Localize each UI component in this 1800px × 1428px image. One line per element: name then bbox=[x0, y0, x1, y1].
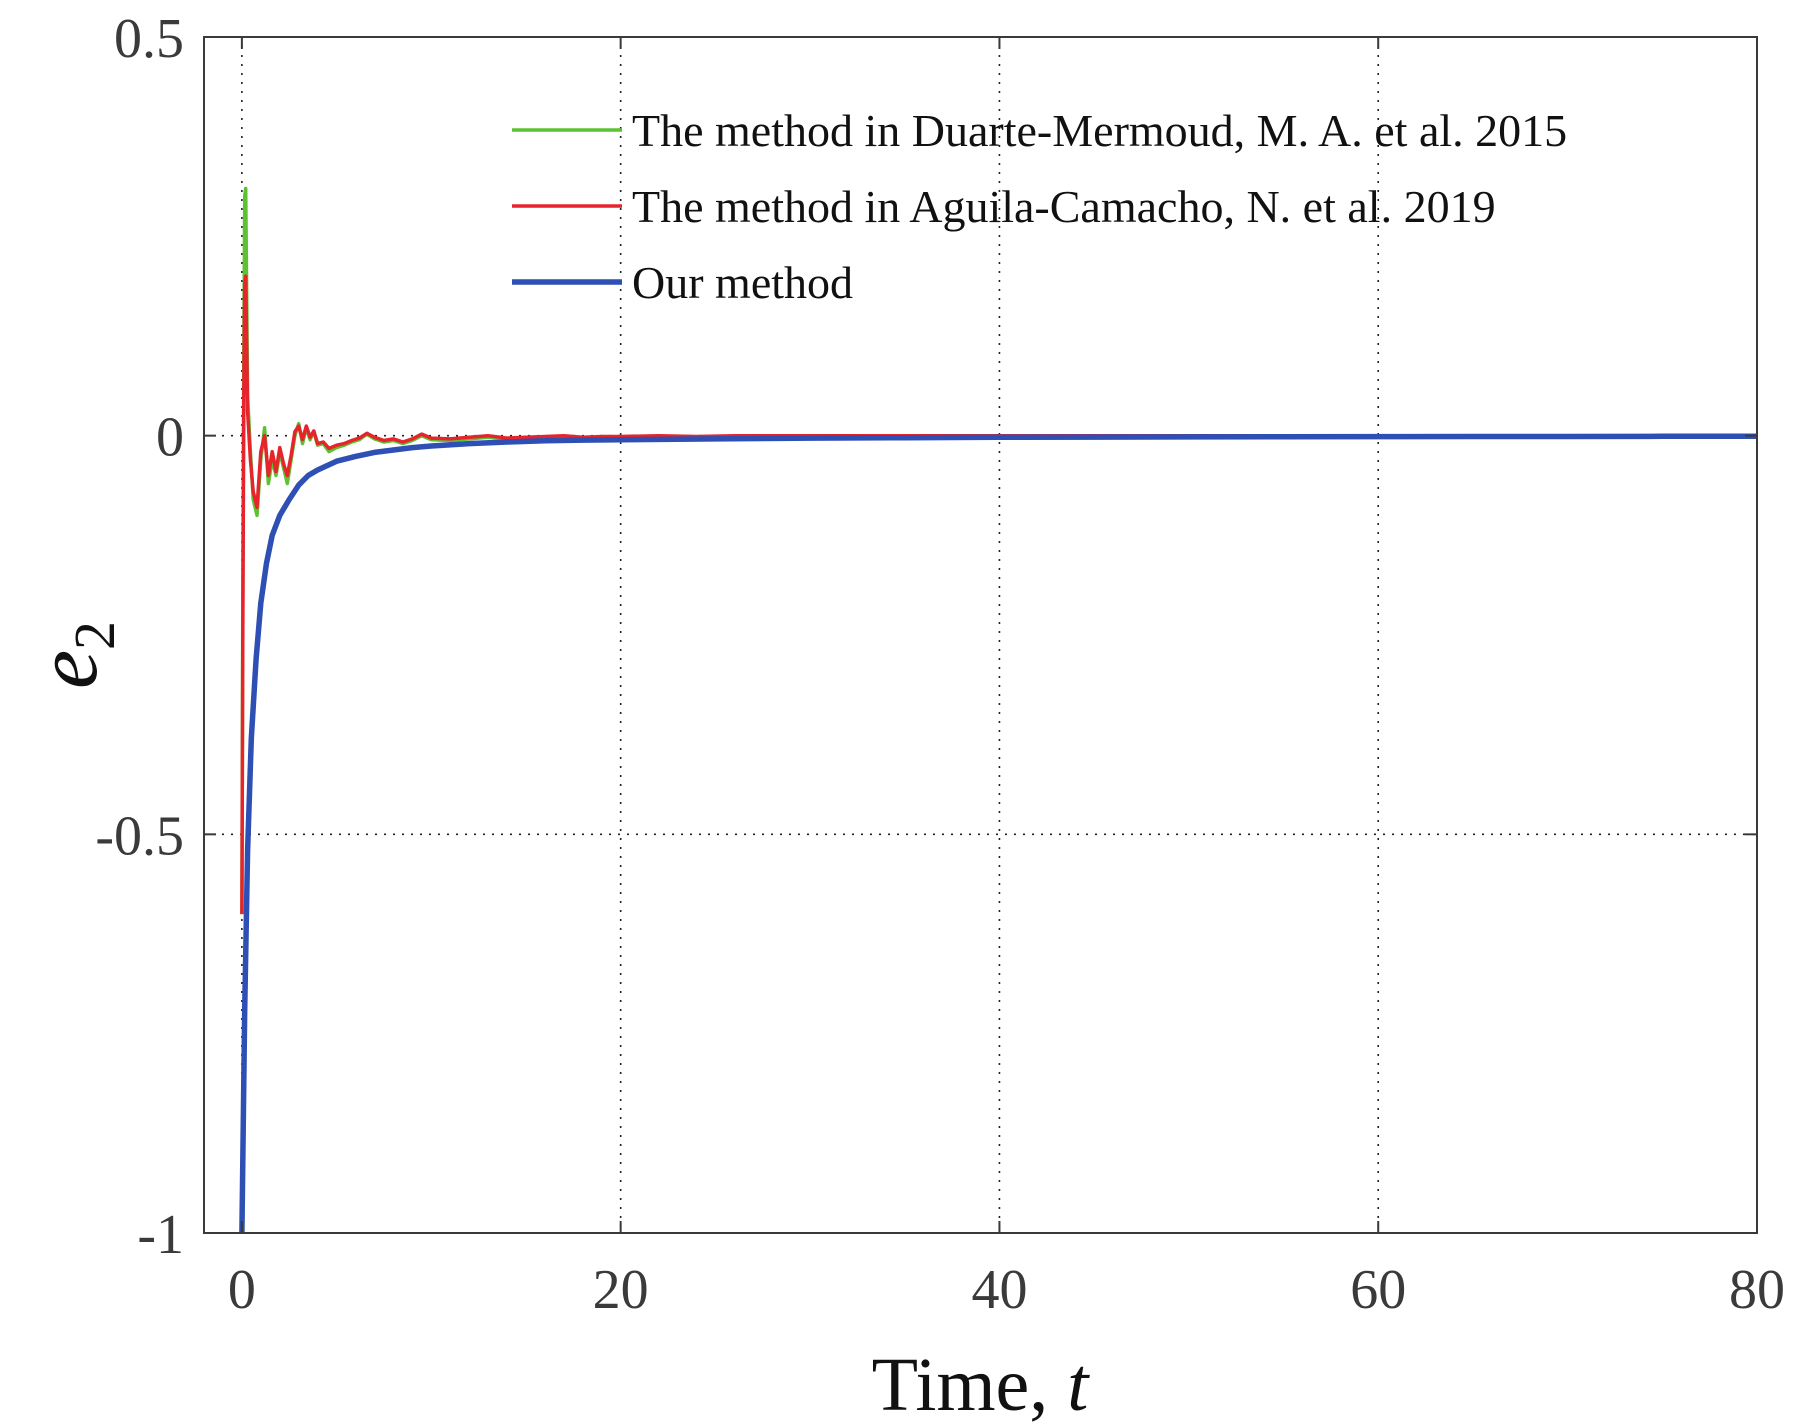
legend-label-1: The method in Duarte-Mermoud, M. A. et a… bbox=[632, 105, 1567, 156]
x-tick-label: 20 bbox=[593, 1259, 649, 1321]
y-tick-label: 0 bbox=[156, 407, 184, 469]
svg-text:e2: e2 bbox=[19, 621, 127, 689]
y-axis-title: e2 bbox=[19, 621, 127, 689]
y-tick-label: -0.5 bbox=[95, 805, 184, 867]
x-tick-label: 80 bbox=[1729, 1259, 1785, 1321]
legend-label-3: Our method bbox=[632, 257, 853, 308]
y-tick-labels: -1 -0.5 0 0.5 bbox=[95, 8, 184, 1266]
x-tick-label: 40 bbox=[971, 1259, 1027, 1321]
x-tick-labels: 0 20 40 60 80 bbox=[228, 1259, 1785, 1321]
tick-marks bbox=[204, 36, 1758, 1234]
x-axis-title: Time, t bbox=[872, 1343, 1091, 1427]
legend: The method in Duarte-Mermoud, M. A. et a… bbox=[512, 105, 1567, 308]
y-tick-label: -1 bbox=[137, 1204, 184, 1266]
series-group bbox=[239, 186, 1757, 1234]
x-tick-label: 0 bbox=[228, 1259, 256, 1321]
x-tick-label: 60 bbox=[1350, 1259, 1406, 1321]
y-tick-label: 0.5 bbox=[114, 8, 184, 70]
legend-label-2: The method in Aguila-Camacho, N. et al. … bbox=[632, 181, 1496, 232]
plot-frame bbox=[203, 36, 1758, 1234]
grid-lines bbox=[204, 37, 1757, 1233]
series-line-3 bbox=[239, 433, 1757, 1234]
